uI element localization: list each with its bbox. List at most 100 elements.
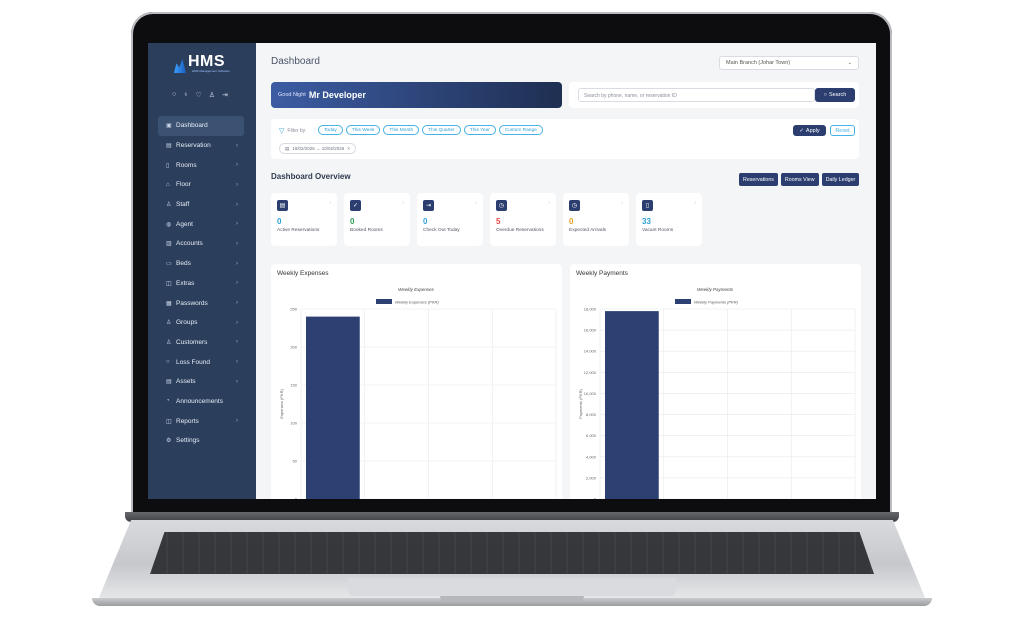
sidebar-item-announcements[interactable]: ◔ Announcements [158, 392, 244, 412]
box-icon: ◫ [166, 280, 172, 287]
sidebar-item-settings[interactable]: ⚙ Settings [158, 431, 244, 451]
sidebar-item-loss-found[interactable]: ○ Loss Found › [158, 352, 244, 372]
sidebar-item-staff[interactable]: ♙ Staff › [158, 195, 244, 215]
search-icon[interactable]: ○ [172, 91, 177, 98]
sidebar-header-icons: ○ ♁ ♡ ♙ ⇥ [172, 91, 228, 99]
sidebar-item-label: Dashboard [176, 122, 208, 130]
logo-mark [174, 59, 186, 73]
stat-card[interactable]: ▯ › 33 Vacant Rooms [636, 193, 702, 246]
y-tick-label: 18,000 [584, 307, 597, 312]
bulb-icon[interactable]: ♡ [195, 92, 202, 99]
filter-chip-today[interactable]: Today [318, 125, 343, 135]
filter-chip-this-year[interactable]: This Year [463, 125, 496, 135]
filter-chip-this-week[interactable]: This Week [345, 125, 381, 135]
location-icon[interactable]: ♁ [183, 91, 189, 98]
chevron-right-icon: › [236, 418, 238, 425]
logo-subtitle: HMS Management Software [192, 69, 230, 73]
weekly-expenses-chart: Weekly Expenses Weekly Expenses (PKR) 0 50 1… [279, 287, 557, 499]
apply-button[interactable]: ✓ Apply [793, 125, 826, 136]
laptop-foot [92, 598, 932, 606]
bell-icon: ◔ [166, 398, 170, 405]
stat-card[interactable]: ✓ › 0 Booked Rooms [344, 193, 410, 246]
sidebar-item-floor[interactable]: ⌂ Floor › [158, 175, 244, 195]
sidebar-item-label: Beds [176, 260, 191, 268]
branch-select[interactable]: Main Branch (Johar Town) ⌄ [719, 56, 859, 70]
sidebar-item-passwords[interactable]: ▦ Passwords › [158, 293, 244, 313]
sidebar-item-dashboard[interactable]: ▣ Dashboard [158, 116, 244, 136]
sidebar-item-label: Loss Found [176, 358, 210, 366]
chevron-right-icon: › [475, 200, 477, 206]
stat-value: 0 [277, 217, 282, 226]
logo[interactable]: HMS HMS Management Software [174, 53, 232, 75]
sidebar-item-customers[interactable]: ♙ Customers › [158, 333, 244, 353]
filter-label: ▽ Filter by: [279, 127, 307, 135]
close-icon[interactable]: × [347, 146, 350, 151]
legend-label: Weekly Expenses (PKR) [395, 300, 439, 305]
filter-label-text: Filter by: [287, 128, 307, 134]
sidebar-item-groups[interactable]: ♙ Groups › [158, 313, 244, 333]
chevron-right-icon: › [236, 201, 238, 208]
weekly-payments-chart: Weekly Payments Weekly Payments (PKR) 0 2,0… [578, 287, 856, 500]
y-tick-label: 200 [290, 345, 297, 350]
greeting-banner: Good Night Mr Developer [271, 82, 562, 108]
y-tick-label: 12,000 [584, 370, 597, 375]
stat-card[interactable]: ◷ › 5 Overdue Reservations [490, 193, 556, 246]
search-card: Search by phone, name, or reservation ID… [569, 82, 859, 108]
stat-value: 0 [350, 217, 355, 226]
stat-card[interactable]: ⇥ › 0 Check Out Today [417, 193, 483, 246]
reset-button[interactable]: Reset [830, 125, 855, 136]
stat-value: 5 [496, 217, 501, 226]
stat-cards: ▤ › 0 Active Reservations ✓ › 0 Booked Rooms ⇥ › 0… [271, 193, 702, 246]
chart-card-title: Weekly Payments [576, 270, 628, 277]
stat-label: Vacant Rooms [642, 228, 674, 233]
filter-chip-this-month[interactable]: This Month [383, 125, 420, 135]
y-tick-label: 2,000 [586, 475, 597, 480]
sidebar-item-label: Staff [176, 201, 190, 209]
stat-card[interactable]: ▤ › 0 Active Reservations [271, 193, 337, 246]
chevron-right-icon: › [236, 162, 238, 169]
stat-value: 33 [642, 217, 651, 226]
apply-button-label: Apply [805, 127, 820, 134]
reservations-button[interactable]: Reservations [739, 173, 778, 186]
sidebar-item-reservation[interactable]: ▤ Reservation › [158, 136, 244, 156]
sidebar-item-accounts[interactable]: ▥ Accounts › [158, 234, 244, 254]
weekly-payments-card: Weekly Payments Weekly Payments Weekly Pa… [570, 264, 861, 499]
sidebar-item-extras[interactable]: ◫ Extras › [158, 274, 244, 294]
chart-title: Weekly Payments [697, 287, 734, 292]
stat-value: 0 [423, 217, 428, 226]
y-tick-label: 0 [594, 497, 597, 500]
search-icon: ○ [823, 92, 827, 98]
chevron-right-icon: › [236, 339, 238, 346]
bank-icon: ▥ [166, 241, 172, 248]
chevron-right-icon: › [236, 240, 238, 247]
search-icon: ○ [166, 359, 170, 366]
filter-chip-custom-range[interactable]: Custom Range [498, 125, 543, 135]
sidebar-item-agent[interactable]: ◍ Agent › [158, 214, 244, 234]
logout-icon[interactable]: ⇥ [222, 92, 228, 99]
y-tick-label: 16,000 [584, 328, 597, 333]
chevron-right-icon: › [402, 200, 404, 206]
sidebar-item-rooms[interactable]: ▯ Rooms › [158, 155, 244, 175]
sidebar-item-reports[interactable]: ◫ Reports › [158, 411, 244, 431]
date-range-chip[interactable]: ▤ 10/02/2026 → 10/02/2026 × [279, 143, 356, 154]
stat-card[interactable]: ◷ › 0 Expected Arrivals [563, 193, 629, 246]
sidebar-item-beds[interactable]: ▭ Beds › [158, 254, 244, 274]
rooms-view-button[interactable]: Rooms View [780, 173, 819, 186]
y-tick-label: 6,000 [586, 433, 597, 438]
search-input[interactable]: Search by phone, name, or reservation ID [578, 88, 815, 102]
user-icon[interactable]: ♙ [208, 92, 216, 99]
daily-ledger-button[interactable]: Daily Ledger [821, 173, 860, 186]
chevron-right-icon: › [329, 200, 331, 206]
filter-chip-this-quarter[interactable]: This Quarter [422, 125, 461, 135]
calendar-icon: ▤ [285, 146, 290, 151]
branch-select-value: Main Branch (Johar Town) [726, 60, 791, 66]
chart-title: Weekly Expenses [398, 287, 434, 292]
chevron-right-icon: › [694, 200, 696, 206]
chevron-right-icon: › [236, 280, 238, 287]
y-axis-label: Expenses (PKR) [279, 389, 284, 419]
search-button-label: Search [828, 92, 847, 98]
bed-icon: ▭ [166, 261, 172, 268]
sidebar-item-assets[interactable]: ▤ Assets › [158, 372, 244, 392]
gear-icon: ⚙ [166, 438, 172, 445]
search-button[interactable]: ○ Search [815, 88, 855, 102]
